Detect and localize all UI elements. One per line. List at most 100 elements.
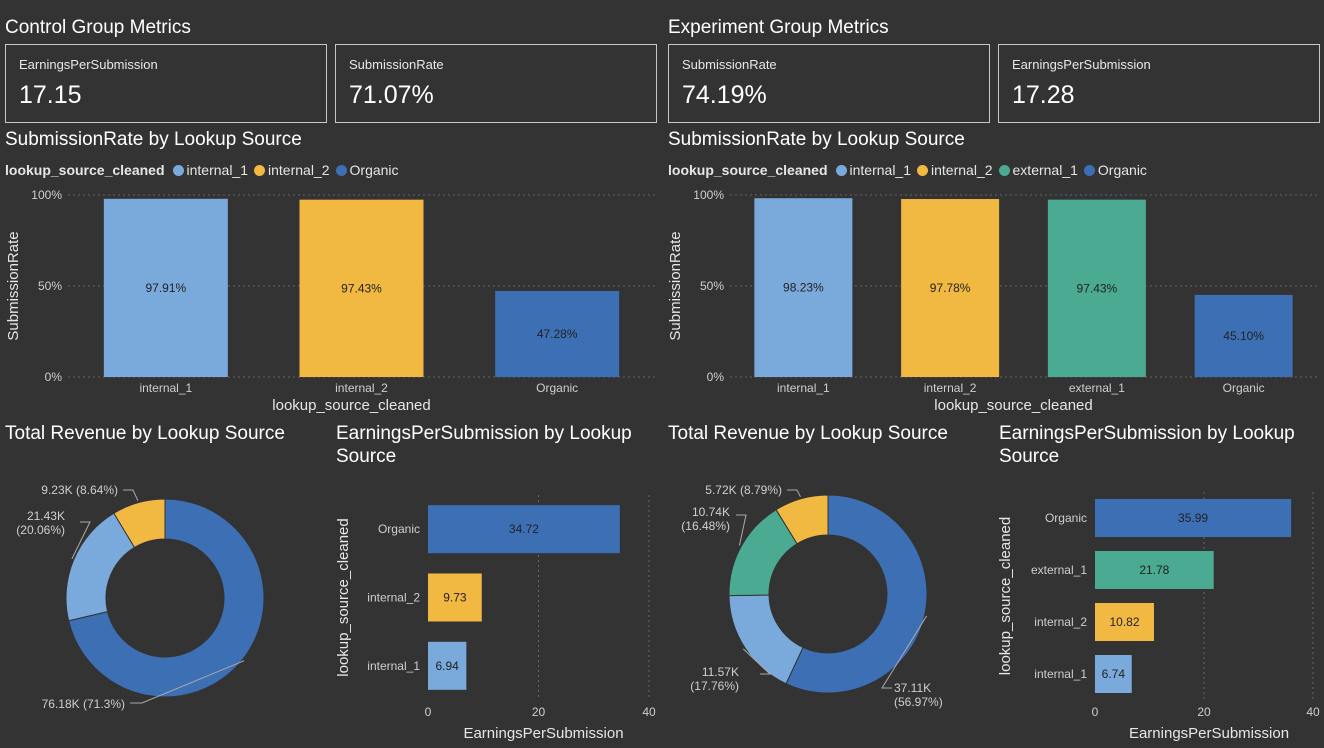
- data-label: 97.43%: [341, 281, 382, 295]
- x-tick-label: 20: [1197, 705, 1211, 719]
- x-tick-label: Organic: [536, 381, 578, 395]
- x-tick-label: 0: [1092, 705, 1099, 719]
- x-tick-label: internal_2: [924, 381, 977, 395]
- card-value: 17.15: [19, 81, 82, 109]
- bar-internal-2: [428, 573, 482, 622]
- data-label: 76.18K (71.3%): [42, 697, 125, 711]
- x-tick-label: 0: [425, 705, 432, 719]
- bar-internal-1: [1095, 655, 1132, 693]
- control-revenue-donut-chart[interactable]: 76.18K (71.3%) 21.43K (20.06%) 9.23K (8.64%…: [0, 470, 330, 740]
- legend-label: internal_1: [849, 162, 912, 178]
- bar-organic: [428, 505, 620, 554]
- leader-line: [123, 489, 139, 501]
- data-label: 9.23K (8.64%): [41, 483, 118, 497]
- x-axis-label: EarningsPerSubmission: [1129, 725, 1289, 742]
- bar-external-1: [1095, 551, 1214, 589]
- y-tick-label: internal_2: [1034, 615, 1087, 629]
- card-label: EarningsPerSubmission: [1012, 57, 1151, 72]
- slice-organic: [785, 494, 928, 694]
- legend-label: Organic: [349, 162, 399, 178]
- legend-label: internal_1: [186, 162, 249, 178]
- data-label: 9.73: [443, 591, 467, 605]
- legend-item-organic[interactable]: Organic: [335, 162, 399, 178]
- legend-label: internal_2: [931, 162, 993, 178]
- control-rate-legend: lookup_source_cleaned internal_1 interna…: [5, 162, 405, 178]
- leader-line: [71, 521, 91, 560]
- control-eps-card[interactable]: EarningsPerSubmission 17.15: [5, 44, 327, 123]
- slice-organic: [68, 498, 265, 698]
- x-tick-label: 40: [642, 705, 656, 719]
- data-label: 45.10%: [1223, 329, 1264, 343]
- card-label: SubmissionRate: [682, 57, 777, 72]
- y-axis-label: lookup_source_cleaned: [997, 517, 1014, 675]
- legend-title: lookup_source_cleaned: [5, 162, 165, 178]
- data-label: 98.23%: [783, 281, 824, 295]
- control-eps-chart-title: EarningsPerSubmission by Lookup Source: [336, 423, 632, 467]
- bar-organic: [495, 290, 620, 377]
- x-axis-label: lookup_source_cleaned: [934, 397, 1092, 414]
- experiment-rate-card[interactable]: SubmissionRate 74.19%: [668, 44, 990, 123]
- data-label: 97.43%: [1077, 281, 1118, 295]
- experiment-eps-hbar-chart[interactable]: 0 20 40 lookup_source_cleaned 35.99 Organic 21…: [992, 480, 1322, 748]
- y-tick-label: 50%: [38, 279, 62, 293]
- y-tick-label: Organic: [378, 522, 420, 536]
- y-tick-label: 50%: [700, 279, 724, 293]
- card-value: 71.07%: [349, 81, 434, 109]
- x-tick-label: internal_2: [335, 381, 388, 395]
- legend-dot-icon: [254, 164, 266, 176]
- legend-dot-icon: [335, 164, 347, 176]
- control-rate-chart-title: SubmissionRate by Lookup Source: [5, 129, 302, 150]
- legend-title: lookup_source_cleaned: [668, 162, 828, 178]
- slice-internal-2: [775, 494, 829, 545]
- card-value: 17.28: [1012, 81, 1075, 109]
- control-section-title: Control Group Metrics: [5, 17, 191, 38]
- slice-internal-2: [113, 498, 166, 549]
- card-label: EarningsPerSubmission: [19, 57, 158, 72]
- experiment-section-title: Experiment Group Metrics: [668, 17, 889, 38]
- legend-item-internal-1[interactable]: internal_1: [835, 162, 912, 178]
- y-axis-label: lookup_source_cleaned: [335, 518, 352, 676]
- experiment-rate-bar-chart[interactable]: 0% 50% 100% SubmissionRate 98.23% internal_1 9…: [662, 180, 1322, 420]
- y-tick-label: 0%: [707, 370, 725, 384]
- legend-item-internal-2[interactable]: internal_2: [917, 162, 993, 178]
- experiment-eps-card[interactable]: EarningsPerSubmission 17.28: [998, 44, 1320, 123]
- experiment-rate-chart-title: SubmissionRate by Lookup Source: [668, 129, 965, 150]
- data-label: 6.74: [1102, 667, 1126, 681]
- bar-external-1: [1047, 199, 1146, 377]
- legend-dot-icon: [835, 164, 847, 176]
- control-revenue-chart-title: Total Revenue by Lookup Source: [5, 423, 285, 444]
- bar-internal-2: [299, 199, 424, 377]
- data-label: 97.91%: [145, 281, 186, 295]
- leader-line: [130, 660, 245, 704]
- control-eps-hbar-chart[interactable]: 0 20 40 lookup_source_cleaned 34.72 Organic 9.…: [330, 480, 660, 748]
- experiment-rate-legend: lookup_source_cleaned internal_1 interna…: [668, 162, 1153, 178]
- legend-dot-icon: [998, 164, 1010, 176]
- legend-label: internal_2: [268, 162, 330, 178]
- data-label: 21.78: [1139, 563, 1169, 577]
- data-label: 6.94: [435, 659, 459, 673]
- bar-organic: [1095, 499, 1292, 537]
- control-rate-card[interactable]: SubmissionRate 71.07%: [335, 44, 657, 123]
- legend-item-external-1[interactable]: external_1: [998, 162, 1078, 178]
- control-rate-bar-chart[interactable]: 0% 50% 100% SubmissionRate 97.91% internal_1 9…: [0, 180, 660, 420]
- y-axis-label: SubmissionRate: [5, 231, 22, 340]
- bar-internal-1: [428, 641, 467, 690]
- bar-internal-2: [1095, 603, 1154, 641]
- leader-line: [736, 514, 747, 546]
- data-label: 47.28%: [537, 327, 578, 341]
- data-label: 5.72K (8.79%): [705, 483, 782, 497]
- card-value: 74.19%: [682, 81, 767, 109]
- data-label: 97.78%: [930, 281, 971, 295]
- y-tick-label: Organic: [1045, 511, 1087, 525]
- legend-item-organic[interactable]: Organic: [1083, 162, 1147, 178]
- y-tick-label: 0%: [45, 370, 63, 384]
- legend-item-internal-1[interactable]: internal_1: [172, 162, 249, 178]
- x-tick-label: 20: [532, 705, 546, 719]
- experiment-eps-chart-title: EarningsPerSubmission by Lookup Source: [999, 423, 1295, 467]
- experiment-revenue-donut-chart[interactable]: 37.11K (56.97%) 11.57K (17.76%) 10.74K (16.48…: [662, 470, 992, 740]
- x-axis-label: EarningsPerSubmission: [463, 725, 623, 742]
- card-label: SubmissionRate: [349, 57, 444, 72]
- experiment-revenue-chart-title: Total Revenue by Lookup Source: [668, 423, 948, 444]
- bar-internal-1: [754, 198, 853, 377]
- legend-item-internal-2[interactable]: internal_2: [254, 162, 330, 178]
